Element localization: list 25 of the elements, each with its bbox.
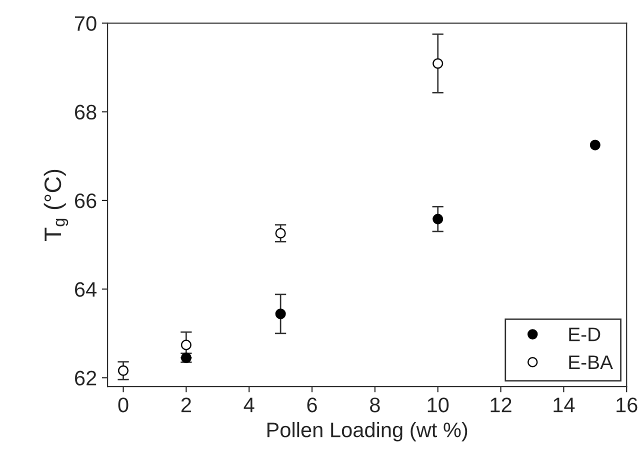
x-tick-label: 4 bbox=[244, 398, 254, 412]
x-tick-label: 14 bbox=[554, 398, 575, 412]
x-tick-label: 6 bbox=[307, 398, 317, 412]
y-tick-label: 66 bbox=[75, 193, 96, 208]
point bbox=[432, 214, 444, 224]
point bbox=[180, 340, 192, 350]
x-tick-label: 16 bbox=[616, 398, 638, 412]
point bbox=[275, 308, 286, 320]
x-tick-label: 8 bbox=[370, 398, 380, 412]
y-tick-label: 68 bbox=[75, 104, 96, 120]
y-tick-label: 62 bbox=[75, 370, 96, 386]
x-axis-title: Pollen Loading (wt %) bbox=[267, 422, 468, 442]
x-tick-label: 12 bbox=[490, 398, 512, 412]
point bbox=[432, 58, 444, 69]
y-axis-title: T$_{g}$ (°C) bbox=[44, 170, 68, 242]
point bbox=[590, 140, 600, 150]
point bbox=[118, 365, 129, 376]
x-tick-label: 0 bbox=[118, 398, 128, 412]
legend-label: E-BA bbox=[569, 356, 613, 369]
legend-label: E-D bbox=[569, 328, 600, 342]
y-tick-label: 70 bbox=[75, 16, 96, 31]
y-tick-label: 64 bbox=[75, 282, 97, 297]
point bbox=[275, 228, 286, 239]
x-tick-label: 2 bbox=[181, 398, 191, 412]
x-tick-label: 10 bbox=[428, 398, 449, 412]
